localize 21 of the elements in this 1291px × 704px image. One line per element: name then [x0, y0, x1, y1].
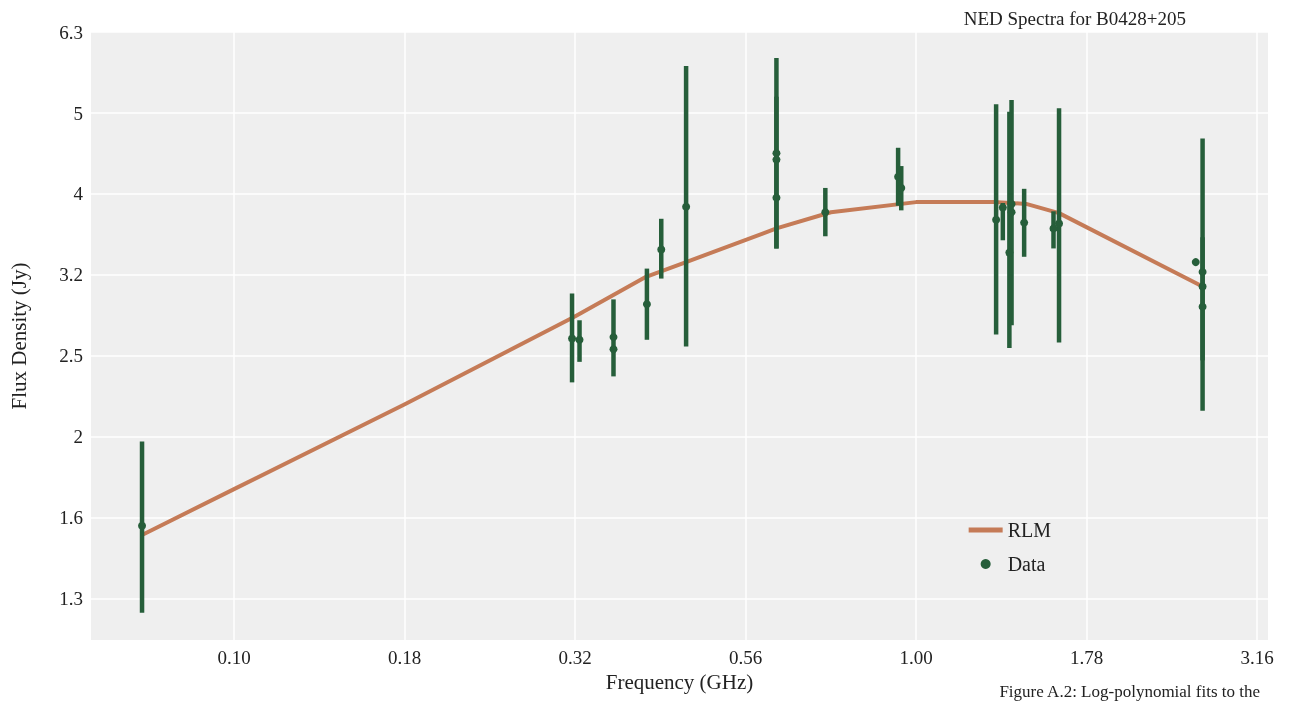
- x-tick-label: 1.78: [1070, 647, 1104, 668]
- legend-label: RLM: [1007, 519, 1052, 541]
- x-tick-label: 3.16: [1240, 647, 1274, 668]
- y-tick-label: 2: [73, 426, 83, 448]
- y-tick-label: 1.6: [59, 507, 83, 529]
- x-tick-label: 0.10: [217, 647, 251, 668]
- y-tick-label: 1.3: [59, 588, 83, 610]
- chart-title: NED Spectra for B0428+205: [963, 8, 1187, 29]
- y-axis-title: Flux Density (Jy): [6, 262, 31, 410]
- y-tick-label: 4: [73, 183, 84, 205]
- y-tick-label: 3.2: [59, 264, 83, 286]
- y-tick-label: 2.5: [59, 345, 83, 367]
- y-tick-label: 6.3: [59, 21, 83, 43]
- text: Figure A.2: Log-polynomial fits to the: [999, 682, 1261, 701]
- x-axis-title: Frequency (GHz): [605, 670, 754, 695]
- x-tick-label: 0.56: [728, 647, 763, 668]
- x-tick-label: 0.32: [558, 647, 592, 668]
- x-tick-label: 1.00: [899, 647, 933, 668]
- legend-label: Data: [1007, 553, 1046, 575]
- x-tick-label: 0.18: [387, 647, 422, 668]
- y-tick-label: 5: [73, 102, 83, 124]
